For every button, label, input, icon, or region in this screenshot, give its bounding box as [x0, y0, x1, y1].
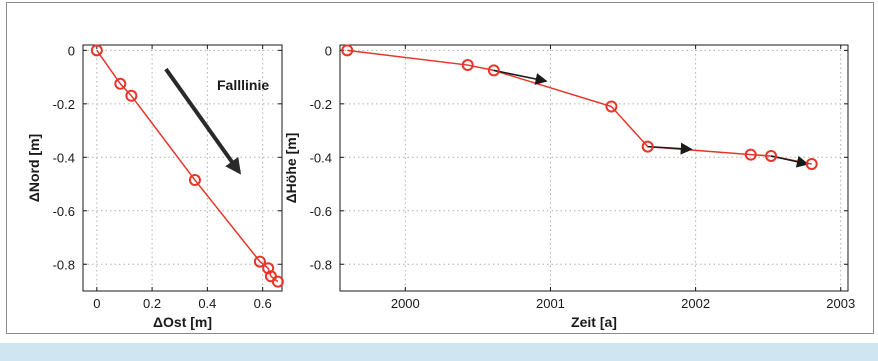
- falllinie-label: Falllinie: [217, 77, 269, 93]
- series-line: [96, 49, 279, 283]
- data-point: [271, 275, 284, 288]
- y-tick-label: 0: [68, 43, 75, 58]
- data-point: [188, 174, 201, 187]
- data-point: [641, 140, 654, 153]
- data-point: [90, 44, 103, 57]
- x-axis-label: ΔOst [m]: [153, 314, 212, 330]
- data-point: [253, 255, 266, 268]
- y-tick-label: -0.6: [310, 204, 332, 219]
- plot-area: [82, 44, 283, 292]
- x-tick-label: 0.2: [143, 296, 161, 311]
- data-point: [341, 44, 354, 57]
- data-point: [487, 64, 500, 77]
- y-tick-label: -0.4: [310, 150, 332, 165]
- figure-frame: [6, 2, 874, 334]
- chart-north-east: 0 0.2 0.4 0.6 0 -0.2 -0.4 -0.6 -0.8 ΔOst [m] ΔNord…: [26, 43, 284, 330]
- data-point: [744, 148, 757, 161]
- data-point: [114, 77, 127, 90]
- y-axis-label: ΔNord [m]: [26, 134, 42, 202]
- x-tick-label: 2001: [536, 296, 565, 311]
- y-tick-label: -0.8: [53, 257, 75, 272]
- x-tick-label: 2000: [391, 296, 420, 311]
- y-tick-label: -0.2: [53, 97, 75, 112]
- direction-arrow: [647, 142, 693, 155]
- y-tick-label: -0.8: [310, 257, 332, 272]
- x-axis-label: Zeit [a]: [571, 314, 617, 330]
- x-tick-label: 2002: [681, 296, 710, 311]
- direction-arrow: [493, 69, 548, 85]
- chart-height-time: 2000 2001 2002 2003 0 -0.2 -0.4 -0.6 -0.8 Zeit [a…: [283, 43, 855, 330]
- data-point: [262, 262, 275, 275]
- y-tick-label: 0: [325, 43, 332, 58]
- direction-arrow: [770, 155, 809, 168]
- data-point: [125, 89, 138, 102]
- y-tick-label: -0.2: [310, 97, 332, 112]
- data-point: [461, 59, 474, 72]
- y-tick-label: -0.4: [53, 150, 75, 165]
- falllinie-arrow: [164, 67, 242, 175]
- data-point: [605, 100, 618, 113]
- x-tick-label: 2003: [826, 296, 855, 311]
- y-axis-label: ΔHöhe [m]: [283, 133, 299, 204]
- data-point: [765, 149, 778, 162]
- footer-band: [0, 343, 878, 361]
- x-tick-label: 0.4: [198, 296, 216, 311]
- x-tick-label: 0: [93, 296, 100, 311]
- y-tick-label: -0.6: [53, 204, 75, 219]
- chart-canvas: 0 0.2 0.4 0.6 0 -0.2 -0.4 -0.6 -0.8 ΔOst [m] ΔNord…: [26, 43, 855, 330]
- x-tick-label: 0.6: [254, 296, 272, 311]
- data-point: [805, 157, 818, 170]
- series-line: [347, 49, 812, 165]
- plot-area: [339, 44, 849, 292]
